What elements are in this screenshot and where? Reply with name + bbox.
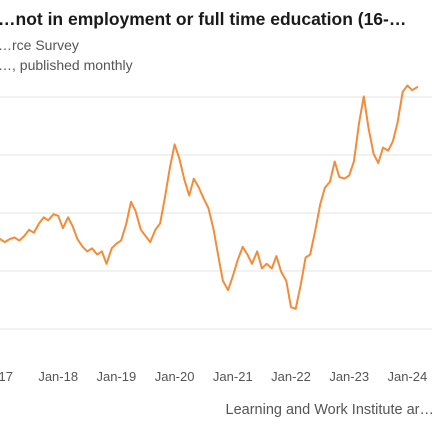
x-tick-label: Jan-21 [213, 369, 253, 384]
series-line-0 [0, 84, 419, 310]
chart-subtitle-note: …, published monthly [0, 57, 133, 73]
chart-subtitle: …rce Survey [0, 37, 79, 53]
x-tick-label: Jan-18 [38, 369, 78, 384]
gridlines [0, 96, 432, 330]
x-axis-ticks: …17 Jan-18 Jan-19 Jan-20 Jan-21 Jan-22 Jan-23 J… [0, 369, 427, 384]
source-note: Learning and Work Institute ar… [225, 402, 432, 418]
chart-title: …not in employment or full time educatio… [0, 9, 407, 29]
x-tick-label: Jan-19 [97, 369, 137, 384]
x-tick-label: Jan-20 [155, 369, 195, 384]
x-tick-label: …17 [0, 369, 13, 384]
series-layer [0, 84, 419, 310]
x-tick-label: Jan-23 [329, 369, 369, 384]
x-tick-label: Jan-24 [388, 369, 428, 384]
x-tick-label: Jan-22 [271, 369, 311, 384]
